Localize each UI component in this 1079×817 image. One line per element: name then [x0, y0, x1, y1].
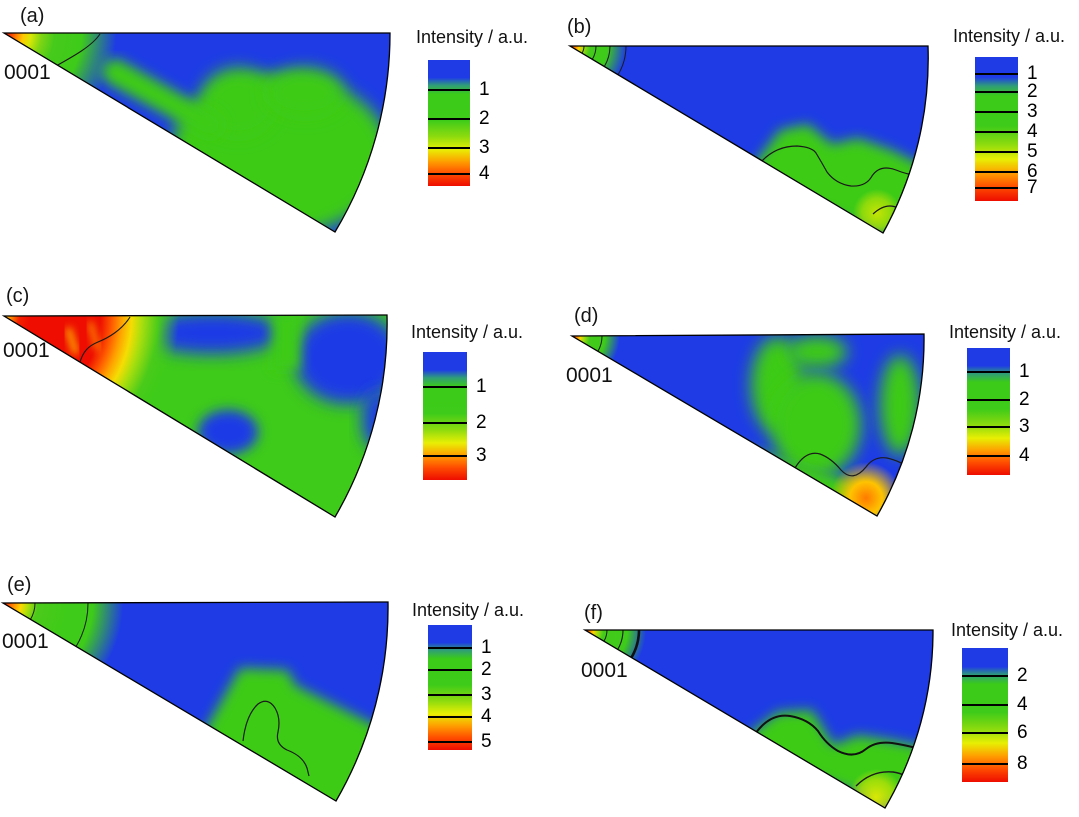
colorbar-tick — [428, 694, 472, 696]
colorbar-tick-label: 4 — [481, 706, 492, 728]
colorbar-title-c: Intensity / a.u. — [411, 322, 524, 342]
colorbar-tick — [428, 173, 470, 176]
colorbar-title-d: Intensity / a.u. — [949, 322, 1062, 342]
colorbar-tick-label: 2 — [481, 659, 492, 681]
colorbar-tick — [967, 371, 1010, 373]
colorbar-tick — [975, 72, 1018, 75]
axis-annotation-0001-c: 0001 — [3, 339, 50, 362]
wedge-f — [582, 629, 934, 809]
colorbar-tick — [428, 117, 470, 120]
colorbar-tick — [962, 703, 1008, 706]
colorbar-tick — [423, 422, 467, 425]
colorbar-tick — [428, 741, 472, 743]
colorbar-tick — [975, 151, 1018, 154]
colorbar-tick-label: 6 — [1017, 722, 1028, 744]
colorbar-tick-label: 1 — [1027, 63, 1038, 85]
colorbar-tick — [962, 763, 1008, 766]
colorbar-tick — [428, 647, 472, 649]
colorbar-tick — [967, 398, 1010, 401]
axis-annotation-0001-e: 0001 — [2, 630, 49, 653]
colorbar-tick — [423, 385, 467, 388]
panel-label-c: (c) — [6, 285, 30, 307]
colorbar-tick — [967, 425, 1010, 428]
colorbar-tick-label: 7 — [1027, 177, 1038, 199]
wedge-b — [567, 45, 929, 234]
colorbar-tick — [962, 731, 1008, 734]
wedge-e — [0, 601, 389, 802]
colorbar-title-e: Intensity / a.u. — [412, 600, 525, 620]
colorbar-tick — [428, 669, 472, 671]
colorbar-tick-label: 3 — [481, 684, 492, 706]
colorbar-tick — [975, 171, 1018, 174]
axis-annotation-0001-d: 0001 — [566, 364, 613, 387]
panel-label-f: (f) — [584, 602, 603, 624]
colorbar-tick-label: 2 — [1019, 389, 1030, 411]
colorbar-tick — [975, 111, 1018, 113]
colorbar-c: 1 2 3 — [423, 352, 487, 480]
colorbar-tick-label: 4 — [1017, 694, 1028, 716]
colorbar-tick — [975, 90, 1018, 93]
colorbar-tick-label: 8 — [1017, 753, 1028, 775]
colorbar-tick-label: 2 — [479, 108, 490, 130]
panel-label-a: (a) — [20, 5, 45, 27]
axis-annotation-0001-a: 0001 — [4, 61, 51, 84]
colorbar-tick-label: 1 — [479, 79, 490, 101]
colorbar-tick — [967, 454, 1010, 457]
colorbar-tick-label: 3 — [476, 445, 487, 467]
colorbar-d: 1 2 3 4 — [967, 348, 1030, 475]
colorbar-tick-label: 3 — [479, 137, 490, 159]
colorbar-tick-label: 6 — [1027, 161, 1038, 183]
wedge-a — [1, 32, 391, 233]
colorbar-f: 2 4 6 8 — [962, 648, 1028, 782]
colorbar-title-a: Intensity / a.u. — [416, 27, 529, 47]
panel-label-d: (d) — [574, 305, 599, 327]
colorbar-tick-label: 3 — [1019, 416, 1030, 438]
axis-annotation-0001-f: 0001 — [581, 659, 628, 682]
colorbar-tick — [975, 187, 1018, 190]
colorbar-tick-label: 2 — [476, 412, 487, 434]
colorbar-tick — [428, 88, 470, 91]
colorbar-tick-label: 5 — [481, 731, 492, 753]
colorbar-tick-label: 1 — [1019, 361, 1030, 383]
colorbar-a: 1 2 3 4 — [428, 60, 490, 186]
colorbar-tick-label: 2 — [1017, 665, 1028, 687]
colorbar-tick-label: 5 — [1027, 141, 1038, 163]
colorbar-tick — [428, 146, 470, 149]
colorbar-tick — [428, 716, 472, 718]
panel-label-e: (e) — [7, 574, 32, 596]
colorbar-tick-label: 2 — [1027, 81, 1038, 103]
colorbar-tick — [975, 131, 1018, 134]
colorbar-title-b: Intensity / a.u. — [953, 26, 1066, 46]
colorbar-title-f: Intensity / a.u. — [951, 620, 1064, 640]
colorbar-tick-label: 4 — [479, 163, 490, 185]
colorbar-tick-label: 1 — [476, 376, 487, 398]
colorbar-tick-label: 4 — [1019, 445, 1030, 467]
colorbar-tick — [423, 455, 467, 458]
panel-label-b: (b) — [567, 16, 592, 38]
colorbar-tick — [962, 675, 1008, 677]
colorbar-tick-label: 4 — [1027, 121, 1038, 143]
colorbar-tick-label: 3 — [1027, 101, 1038, 123]
colorbar-tick-label: 1 — [481, 637, 492, 659]
